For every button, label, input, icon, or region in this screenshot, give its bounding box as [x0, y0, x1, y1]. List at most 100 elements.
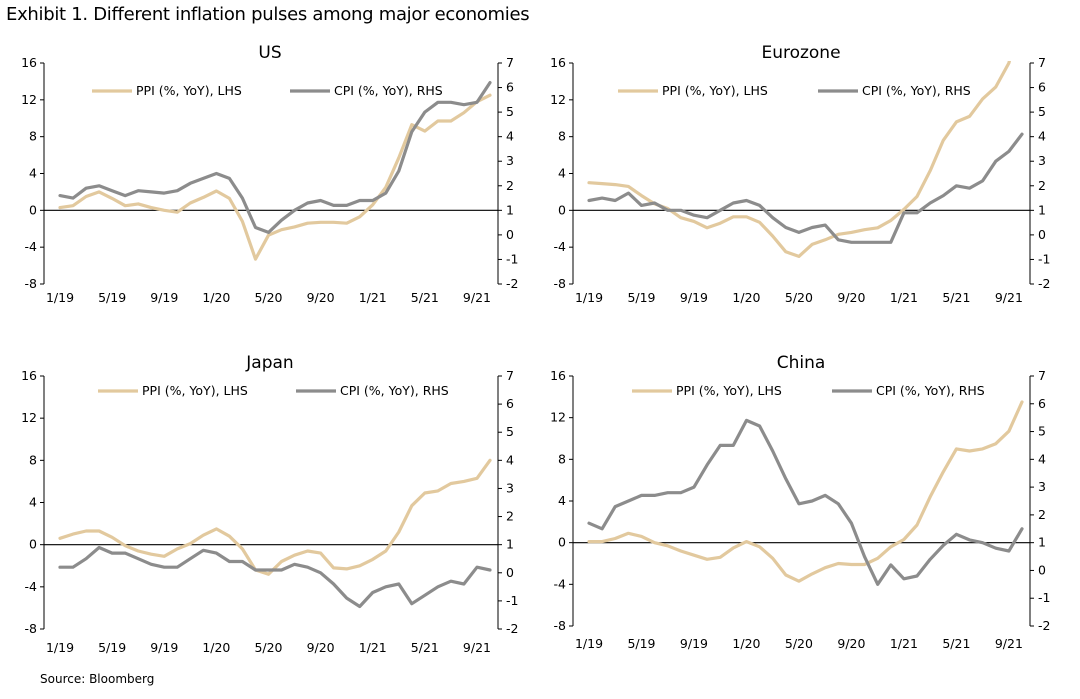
chart-title: Eurozone	[761, 43, 840, 63]
x-tick-label: 5/21	[411, 640, 439, 655]
x-tick-label: 5/19	[98, 640, 126, 655]
chart-title: Japan	[245, 353, 293, 373]
ppi-series-line	[58, 458, 492, 576]
right-tick-label: 3	[506, 480, 514, 495]
x-tick-label: 1/19	[46, 640, 74, 655]
x-tick-label: 1/21	[359, 640, 387, 655]
right-tick-label: -2	[1038, 618, 1050, 633]
left-tick-label: 16	[21, 55, 37, 70]
ppi-series-line	[58, 93, 492, 261]
right-tick-label: 3	[1038, 153, 1046, 168]
cpi-series-line	[587, 132, 1024, 244]
right-tick-label: 4	[1038, 129, 1046, 144]
x-tick-label: 1/20	[202, 640, 230, 655]
right-tick-label: 4	[1038, 451, 1046, 466]
right-tick-label: 4	[506, 129, 514, 144]
right-tick-label: 1	[1038, 535, 1046, 550]
left-tick-label: 0	[558, 535, 566, 550]
right-tick-label: 7	[506, 368, 514, 383]
right-tick-label: 5	[506, 104, 514, 119]
x-tick-label: 5/19	[627, 290, 655, 305]
left-tick-label: -8	[554, 618, 567, 633]
right-tick-label: 7	[1038, 55, 1046, 70]
left-tick-label: 16	[550, 55, 566, 70]
left-tick-label: 12	[21, 92, 37, 107]
right-tick-label: 5	[506, 424, 514, 439]
exhibit-title: Exhibit 1. Different inflation pulses am…	[6, 4, 530, 25]
right-tick-label: 5	[1038, 424, 1046, 439]
legend-ppi-label: PPI (%, YoY), LHS	[662, 83, 768, 98]
legend-cpi-label: CPI (%, YoY), RHS	[876, 383, 985, 398]
x-tick-label: 5/20	[785, 636, 813, 651]
legend-cpi-label: CPI (%, YoY), RHS	[334, 83, 443, 98]
x-tick-label: 1/20	[732, 636, 760, 651]
right-tick-label: 6	[506, 396, 514, 411]
left-tick-label: -4	[25, 579, 38, 594]
right-tick-label: 6	[1038, 396, 1046, 411]
x-tick-label: 1/19	[46, 290, 74, 305]
right-tick-label: 7	[1038, 368, 1046, 383]
left-tick-label: 4	[29, 495, 37, 510]
right-tick-label: 1	[506, 537, 514, 552]
left-tick-label: 8	[29, 452, 37, 467]
x-tick-label: 5/20	[785, 290, 813, 305]
left-tick-label: 4	[558, 166, 566, 181]
left-tick-label: 16	[550, 368, 566, 383]
right-tick-label: 3	[506, 153, 514, 168]
chart-title: US	[258, 43, 281, 63]
right-tick-label: -1	[1038, 590, 1050, 605]
x-tick-label: 1/19	[575, 290, 603, 305]
left-tick-label: 16	[21, 368, 37, 383]
x-tick-label: 1/21	[890, 290, 918, 305]
left-tick-label: 12	[21, 410, 37, 425]
legend-cpi-label: CPI (%, YoY), RHS	[340, 383, 449, 398]
right-tick-label: 4	[506, 452, 514, 467]
x-tick-label: 1/20	[732, 290, 760, 305]
x-tick-label: 9/19	[680, 636, 708, 651]
left-tick-label: 0	[29, 537, 37, 552]
x-tick-label: 1/19	[575, 636, 603, 651]
x-tick-label: 5/21	[942, 636, 970, 651]
left-tick-label: -8	[25, 276, 38, 291]
left-tick-label: 8	[558, 129, 566, 144]
legend-cpi-label: CPI (%, YoY), RHS	[862, 83, 971, 98]
right-tick-label: 0	[506, 227, 514, 242]
left-tick-label: 0	[29, 202, 37, 217]
right-tick-label: -1	[1038, 251, 1050, 266]
right-tick-label: -2	[506, 621, 518, 636]
right-tick-label: 1	[1038, 202, 1046, 217]
right-tick-label: -2	[506, 276, 518, 291]
right-tick-label: 0	[1038, 227, 1046, 242]
right-tick-label: 2	[1038, 178, 1046, 193]
right-tick-label: 7	[506, 55, 514, 70]
x-tick-label: 9/21	[463, 640, 491, 655]
chart-title: China	[777, 353, 826, 373]
right-tick-label: 2	[1038, 507, 1046, 522]
left-tick-label: -8	[554, 276, 567, 291]
legend-ppi-label: PPI (%, YoY), LHS	[136, 83, 242, 98]
x-tick-label: 5/21	[411, 290, 439, 305]
left-tick-label: 4	[29, 166, 37, 181]
x-tick-label: 5/21	[942, 290, 970, 305]
cpi-series-line	[58, 80, 492, 234]
right-tick-label: 3	[1038, 479, 1046, 494]
x-tick-label: 5/20	[254, 290, 282, 305]
x-tick-label: 9/19	[680, 290, 708, 305]
right-tick-label: 2	[506, 509, 514, 524]
right-tick-label: -1	[506, 251, 518, 266]
right-tick-label: 2	[506, 178, 514, 193]
left-tick-label: 8	[29, 129, 37, 144]
right-tick-label: 6	[1038, 80, 1046, 95]
legend-ppi-label: PPI (%, YoY), LHS	[676, 383, 782, 398]
x-tick-label: 9/20	[837, 636, 865, 651]
source-note: Source: Bloomberg	[40, 672, 155, 686]
x-tick-label: 5/19	[627, 636, 655, 651]
right-tick-label: 5	[1038, 104, 1046, 119]
right-tick-label: -2	[1038, 276, 1050, 291]
x-tick-label: 9/20	[837, 290, 865, 305]
left-tick-label: 12	[550, 410, 566, 425]
right-tick-label: 1	[506, 202, 514, 217]
legend-ppi-label: PPI (%, YoY), LHS	[142, 383, 248, 398]
x-tick-label: 9/19	[150, 640, 178, 655]
